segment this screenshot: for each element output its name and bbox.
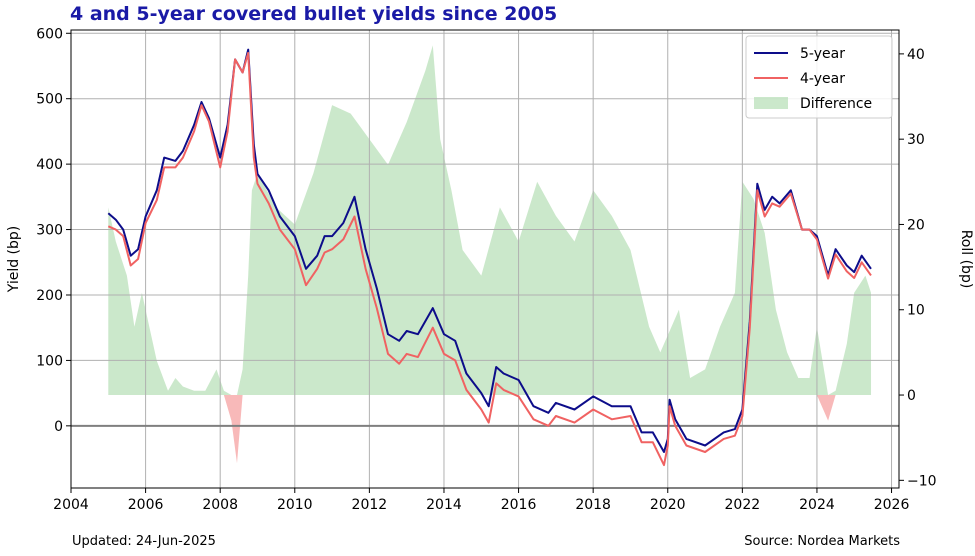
difference-area-positive <box>108 45 872 396</box>
x-tick-label: 2012 <box>352 497 388 513</box>
chart-title: 4 and 5-year covered bullet yields since… <box>70 3 558 25</box>
y-tick-label: 500 <box>36 92 63 108</box>
x-tick-label: 2010 <box>277 497 313 513</box>
series-lines <box>107 48 872 467</box>
y-tick-label: 600 <box>36 26 63 42</box>
series-line-4-year <box>107 51 872 467</box>
legend-swatch-difference <box>754 97 788 109</box>
x-tick-label: 2018 <box>575 497 611 513</box>
x-tick-label: 2008 <box>202 497 238 513</box>
y-tick-label: 0 <box>54 419 63 435</box>
y2-tick-label: 30 <box>907 132 925 148</box>
legend-label: Difference <box>800 96 872 112</box>
y2-tick-label: 40 <box>907 47 925 63</box>
y2-tick-label: 20 <box>907 217 925 233</box>
x-tick-label: 2020 <box>650 497 686 513</box>
y-tick-label: 200 <box>36 288 63 304</box>
updated-date: Updated: 24-Jun-2025 <box>72 534 216 549</box>
series-line-5-year <box>107 48 872 453</box>
x-tick-label: 2022 <box>725 497 761 513</box>
axes: 2004 2006 2008 2010 2012 2014 2016 2018 2020 2022… <box>6 26 974 513</box>
source-note: Source: Nordea Markets <box>744 534 900 549</box>
y2-tick-label: 10 <box>907 303 925 319</box>
legend: 5-year 4-year Difference <box>745 35 893 119</box>
y2-tick-label: 0 <box>907 388 916 404</box>
y2-axis-label: Roll (bp) <box>958 230 974 289</box>
x-tick-label: 2004 <box>53 497 89 513</box>
x-tick-label: 2026 <box>874 497 910 513</box>
x-tick-label: 2014 <box>426 497 462 513</box>
difference-area <box>108 45 872 464</box>
y2-tick-label: −10 <box>907 473 937 489</box>
y-tick-label: 100 <box>36 353 63 369</box>
plot-frame <box>70 29 900 489</box>
y-axis-label: Yield (bp) <box>6 226 22 293</box>
grid <box>70 30 899 488</box>
x-tick-label: 2016 <box>501 497 537 513</box>
y-tick-label: 300 <box>36 223 63 239</box>
legend-label: 4-year <box>800 71 845 87</box>
y-tick-label: 400 <box>36 157 63 173</box>
x-tick-label: 2024 <box>799 497 835 513</box>
x-tick-label: 2006 <box>128 497 164 513</box>
legend-label: 5-year <box>800 46 845 62</box>
